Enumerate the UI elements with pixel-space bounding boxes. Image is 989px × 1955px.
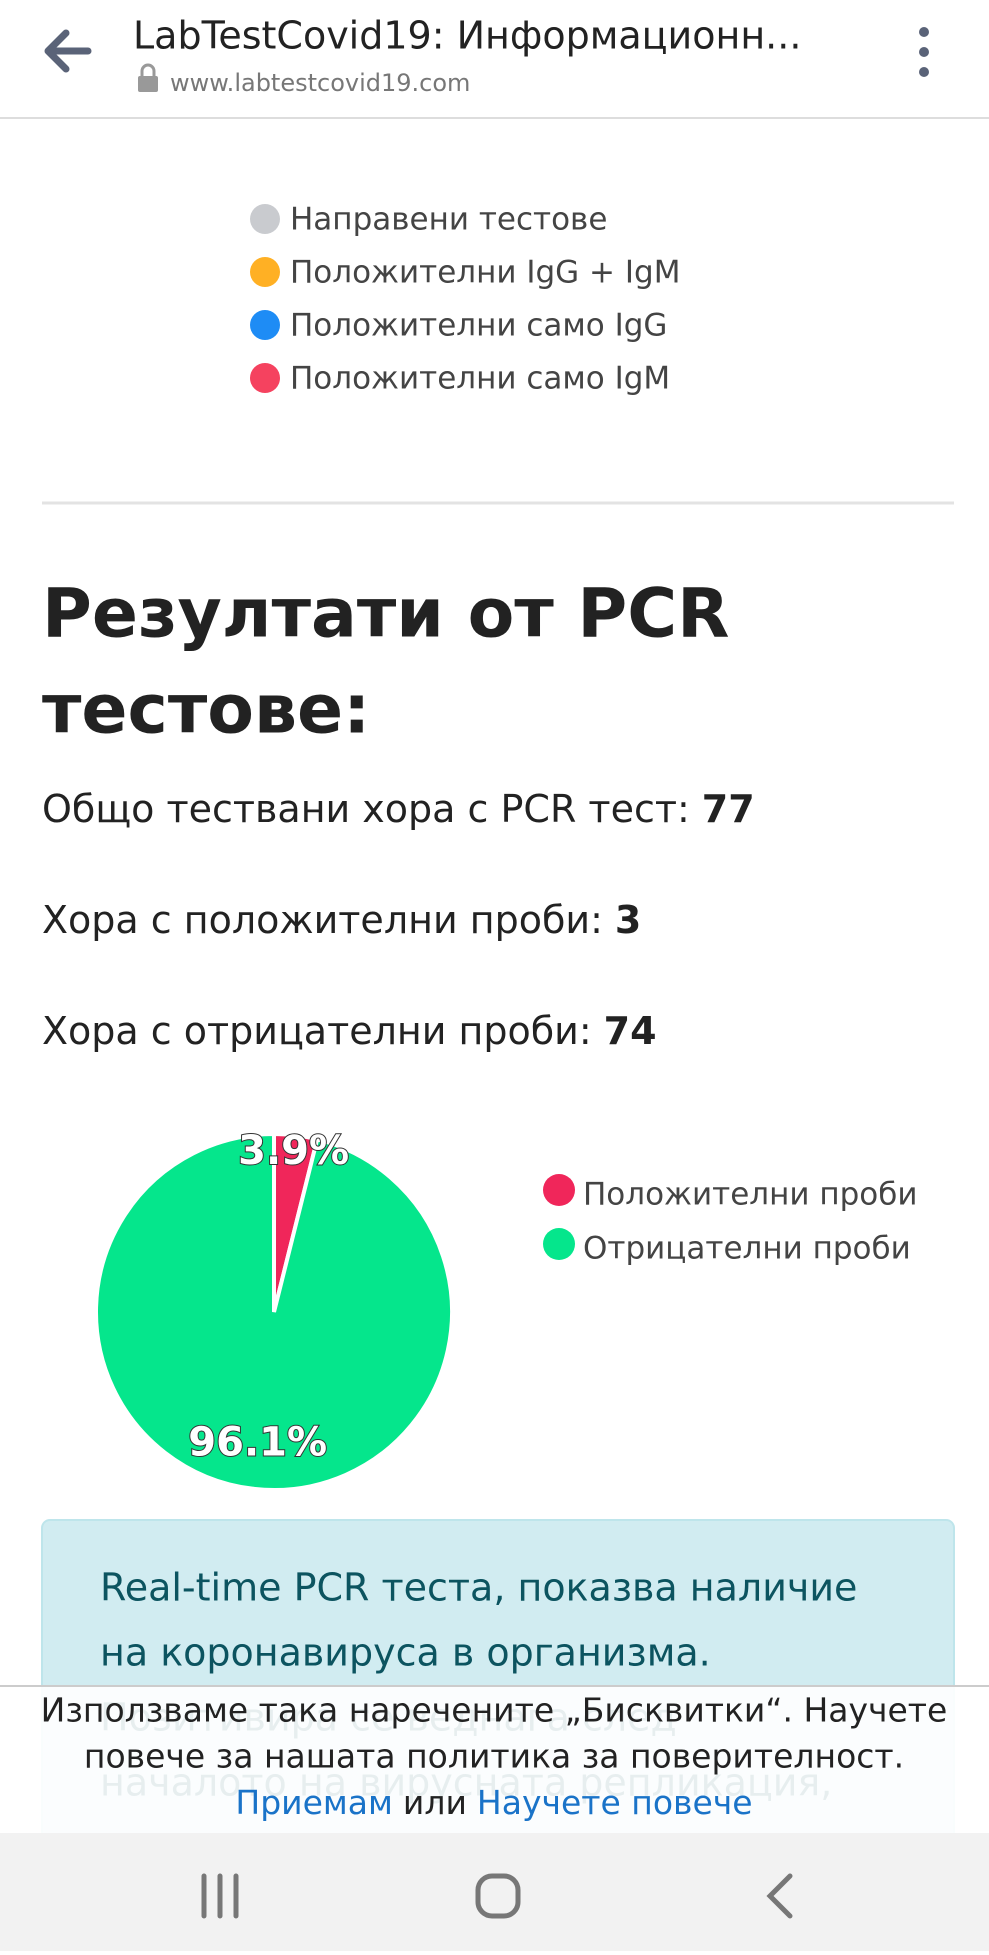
legend-dot (250, 363, 280, 393)
legend-label: Направени тестове (290, 202, 607, 238)
cookie-or: или (403, 1783, 467, 1822)
cookie-banner (0, 1686, 989, 1834)
menu-dot (919, 27, 929, 37)
stat-line: Общо тествани хора с PCR тест: 77 (42, 787, 755, 831)
pie-slice (94, 1131, 454, 1492)
legend-dot (250, 310, 280, 340)
page-url: www.labtestcovid19.com (170, 69, 470, 97)
stat-value: 3 (615, 898, 641, 942)
pie-value-label: 3.9% (238, 1128, 349, 1174)
cookie-text: Използваме така наречените „Бисквитки“. … (41, 1691, 948, 1730)
info-text: на коронавируса в организма. (100, 1631, 711, 1675)
legend-dot (250, 257, 280, 287)
lock-icon (138, 76, 158, 92)
legend-label: Положителни IgG + IgM (290, 255, 680, 291)
pie-legend-label: Положителни проби (583, 1177, 918, 1213)
menu-dot (919, 47, 929, 57)
nav-back-button[interactable] (766, 1873, 793, 1919)
section-title: тестове: (42, 671, 370, 750)
accept-link[interactable]: Приемам (235, 1783, 393, 1822)
stat-value: 74 (604, 1009, 657, 1053)
learn-more-link[interactable]: Научете повече (477, 1783, 753, 1822)
legend-label: Положителни само IgM (290, 361, 670, 397)
stat-value: 77 (702, 787, 755, 831)
page-title: LabTestCovid19: Информационн... (133, 14, 801, 58)
home-button[interactable] (475, 1873, 521, 1919)
stat-label: Хора с положителни проби: (42, 898, 603, 942)
top-bar (0, 0, 989, 118)
pie-legend-dot (543, 1174, 575, 1206)
cookie-actions: Приемам или Научете повече (235, 1783, 752, 1822)
pie-value-label: 96.1% (188, 1419, 327, 1465)
lock-shackle (140, 63, 156, 77)
stat-line: Хора с положителни проби: 3 (42, 898, 641, 942)
section-title: Резултати от PCR (42, 575, 730, 654)
menu-button[interactable] (919, 27, 929, 77)
stat-label: Общо тествани хора с PCR тест: (42, 787, 690, 831)
legend-label: Положителни само IgG (290, 308, 667, 344)
pie-legend-label: Отрицателни проби (583, 1231, 911, 1267)
nav-bar (0, 1833, 989, 1951)
recent-apps-button[interactable] (201, 1873, 239, 1919)
pie-legend-dot (543, 1228, 575, 1260)
legend-dot (250, 204, 280, 234)
cookie-text: повече за нашата политика за поверително… (84, 1737, 904, 1776)
menu-dot (919, 67, 929, 77)
stat-label: Хора с отрицателни проби: (42, 1009, 592, 1053)
back-button[interactable] (44, 29, 92, 73)
stat-line: Хора с отрицателни проби: 74 (42, 1009, 657, 1053)
info-text: Real-time PCR теста, показва наличие (100, 1566, 857, 1610)
